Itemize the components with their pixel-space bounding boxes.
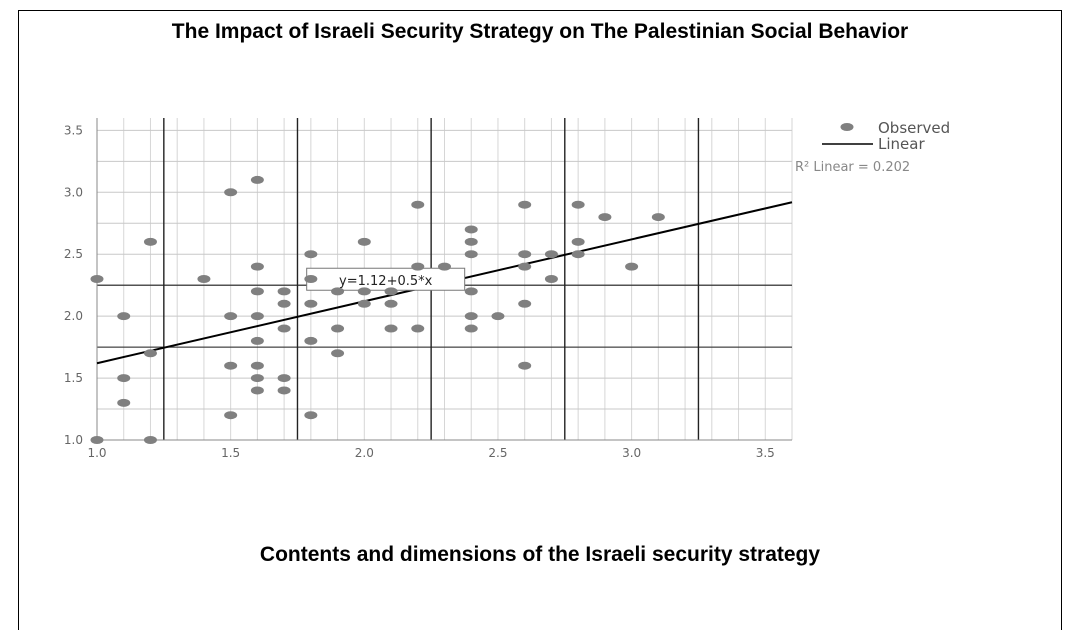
data-point <box>277 324 291 333</box>
data-point <box>438 262 451 271</box>
data-point <box>571 200 585 209</box>
data-point <box>518 361 532 370</box>
data-point <box>250 386 264 395</box>
data-point <box>384 324 398 333</box>
data-point <box>598 213 612 222</box>
x-axis-label: Contents and dimensions of the Israeli s… <box>259 543 821 566</box>
fit-equation-label: y=1.12+0.5*x <box>339 274 433 289</box>
data-point <box>90 275 104 283</box>
data-point <box>464 287 478 296</box>
y-tick-label: 2.5 <box>64 247 83 261</box>
figure-frame <box>18 10 1062 630</box>
x-tick-label: 3.0 <box>622 446 641 460</box>
data-point <box>357 299 371 308</box>
data-point <box>331 324 345 333</box>
data-point <box>518 200 532 209</box>
y-tick-label: 2.0 <box>64 309 83 323</box>
data-point <box>277 374 291 383</box>
y-tick-label: 3.0 <box>64 185 83 199</box>
data-point <box>411 200 425 209</box>
tick-labels: 1.0 1.5 2.0 2.5 3.0 3.5 1.0 1.5 2.0 2.5 3.0 3.5 <box>64 123 775 460</box>
x-tick-label: 2.5 <box>488 446 507 460</box>
data-point <box>277 299 291 308</box>
fit-line-layer: y=1.12+0.5*x <box>96 201 793 365</box>
data-point <box>304 275 318 283</box>
data-point <box>384 287 398 296</box>
x-tick-label: 3.5 <box>756 446 775 460</box>
data-point <box>197 275 211 283</box>
data-point <box>277 386 291 395</box>
y-tick-label: 1.0 <box>64 433 83 447</box>
data-point <box>571 237 585 246</box>
data-point <box>250 287 264 296</box>
data-point <box>250 175 264 184</box>
data-point <box>143 349 157 358</box>
data-point <box>224 312 238 321</box>
data-point <box>304 411 318 420</box>
chart-title: The Impact of Israeli Security Strategy … <box>171 20 909 43</box>
data-point <box>518 299 532 308</box>
data-point <box>250 262 264 271</box>
data-point <box>250 336 264 345</box>
data-point <box>464 237 478 246</box>
data-point <box>117 374 131 383</box>
data-point <box>518 262 532 271</box>
data-point <box>625 262 639 271</box>
data-point <box>250 312 264 321</box>
data-point <box>464 225 478 234</box>
data-point <box>331 287 345 296</box>
x-tick-label: 1.0 <box>87 446 106 460</box>
data-point <box>90 436 104 444</box>
data-point <box>571 250 585 259</box>
data-point <box>651 213 665 222</box>
data-point <box>464 324 478 333</box>
data-point <box>357 287 371 296</box>
data-point <box>544 250 558 259</box>
r-squared-label: R² Linear = 0.202 <box>795 160 910 175</box>
data-point <box>464 312 478 321</box>
data-point <box>277 287 291 296</box>
legend-observed-label: Observed <box>878 119 950 137</box>
data-point <box>304 299 318 308</box>
data-point <box>250 361 264 370</box>
data-point <box>224 188 238 197</box>
data-point <box>357 237 371 246</box>
data-point <box>143 436 157 444</box>
y-tick-label: 3.5 <box>64 123 83 137</box>
observed-points <box>90 175 665 444</box>
legend-linear-label: Linear <box>878 135 925 153</box>
legend-observed-marker <box>840 123 854 131</box>
data-point <box>384 299 398 308</box>
data-point <box>143 237 157 246</box>
data-point <box>464 250 478 259</box>
data-point <box>518 250 532 259</box>
data-point <box>224 411 238 420</box>
data-point <box>117 398 131 407</box>
data-point <box>491 312 505 321</box>
data-point <box>411 262 425 271</box>
x-tick-label: 1.5 <box>221 446 240 460</box>
y-tick-label: 1.5 <box>64 371 83 385</box>
data-point <box>117 312 131 321</box>
data-point <box>304 250 318 259</box>
x-tick-label: 2.0 <box>355 446 374 460</box>
data-point <box>544 275 558 283</box>
data-point <box>250 374 264 383</box>
data-point <box>411 324 425 333</box>
data-point <box>304 336 318 345</box>
data-point <box>224 361 238 370</box>
data-point <box>331 349 345 358</box>
